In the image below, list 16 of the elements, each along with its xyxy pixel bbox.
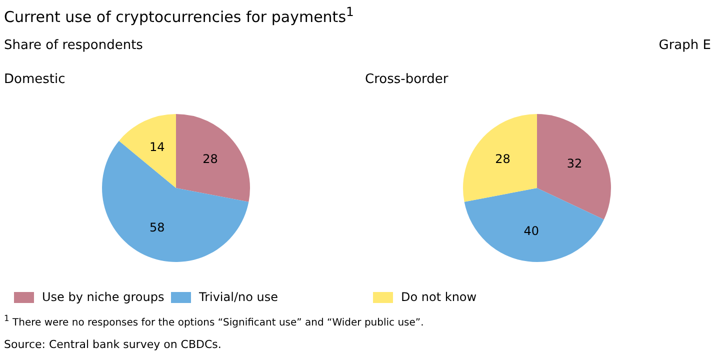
text: Current use of cryptocurrencies for payments$^{1}$ xyxy=(4,4,354,26)
text: Graph E xyxy=(658,38,711,53)
text: Share of respondents xyxy=(4,38,143,53)
data-label: 32 xyxy=(566,156,582,170)
chart-title: Cross-border xyxy=(365,72,448,87)
chart-title: Domestic xyxy=(4,72,66,87)
data-label: 58 xyxy=(149,220,165,234)
legend-label: Trivial/no use xyxy=(199,290,278,304)
legend-label: Use by niche groups xyxy=(42,290,164,304)
text: $^{1}$ There were no responses for the options “Significant use” and “Wider public use”. xyxy=(4,313,424,328)
data-label: 40 xyxy=(524,224,540,238)
data-label: 28 xyxy=(202,152,218,166)
data-label: 14 xyxy=(149,140,165,154)
source-note: Source: Central bank survey on CBDCs. xyxy=(4,338,222,351)
legend-label: Do not know xyxy=(401,290,477,304)
data-label: 28 xyxy=(495,152,510,166)
